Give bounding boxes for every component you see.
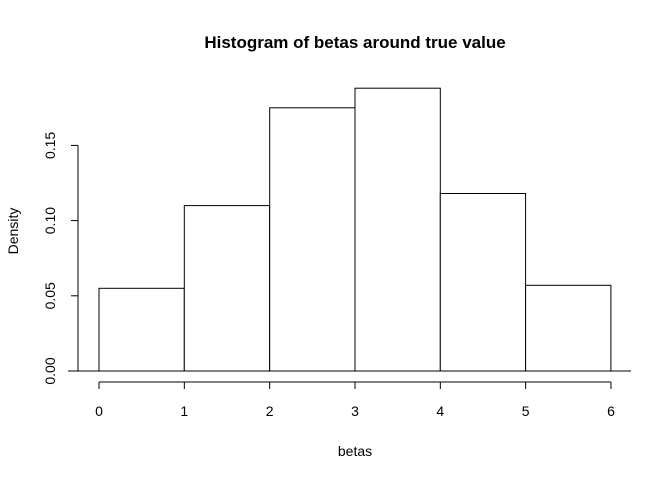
y-axis-label: Density — [5, 208, 21, 255]
x-tick-label: 5 — [522, 403, 530, 419]
y-tick-label: 0.10 — [42, 207, 58, 234]
histogram-bar — [269, 107, 356, 372]
x-tick-label: 3 — [351, 403, 359, 419]
histogram-bar — [439, 193, 527, 372]
chart-title: Histogram of betas around true value — [204, 33, 505, 52]
x-tick-label: 4 — [436, 403, 444, 419]
x-tick-label: 0 — [95, 403, 103, 419]
x-axis-label: betas — [338, 443, 372, 459]
y-tick-label: 0.05 — [42, 282, 58, 309]
x-tick-label: 1 — [180, 403, 188, 419]
histogram-bar — [525, 284, 612, 372]
y-tick-label: 0.00 — [42, 357, 58, 384]
y-axis-ticks: 0.00 0.05 0.10 0.15 — [42, 132, 78, 385]
x-tick-label: 6 — [607, 403, 615, 419]
histogram-bar — [183, 205, 271, 372]
x-tick-label: 2 — [266, 403, 274, 419]
y-tick-label: 0.15 — [42, 132, 58, 159]
histogram-bar — [98, 287, 185, 372]
x-axis-ticks: 0 1 2 3 4 5 6 — [95, 382, 615, 419]
histogram-bar — [354, 87, 441, 372]
bars-group — [98, 87, 612, 372]
